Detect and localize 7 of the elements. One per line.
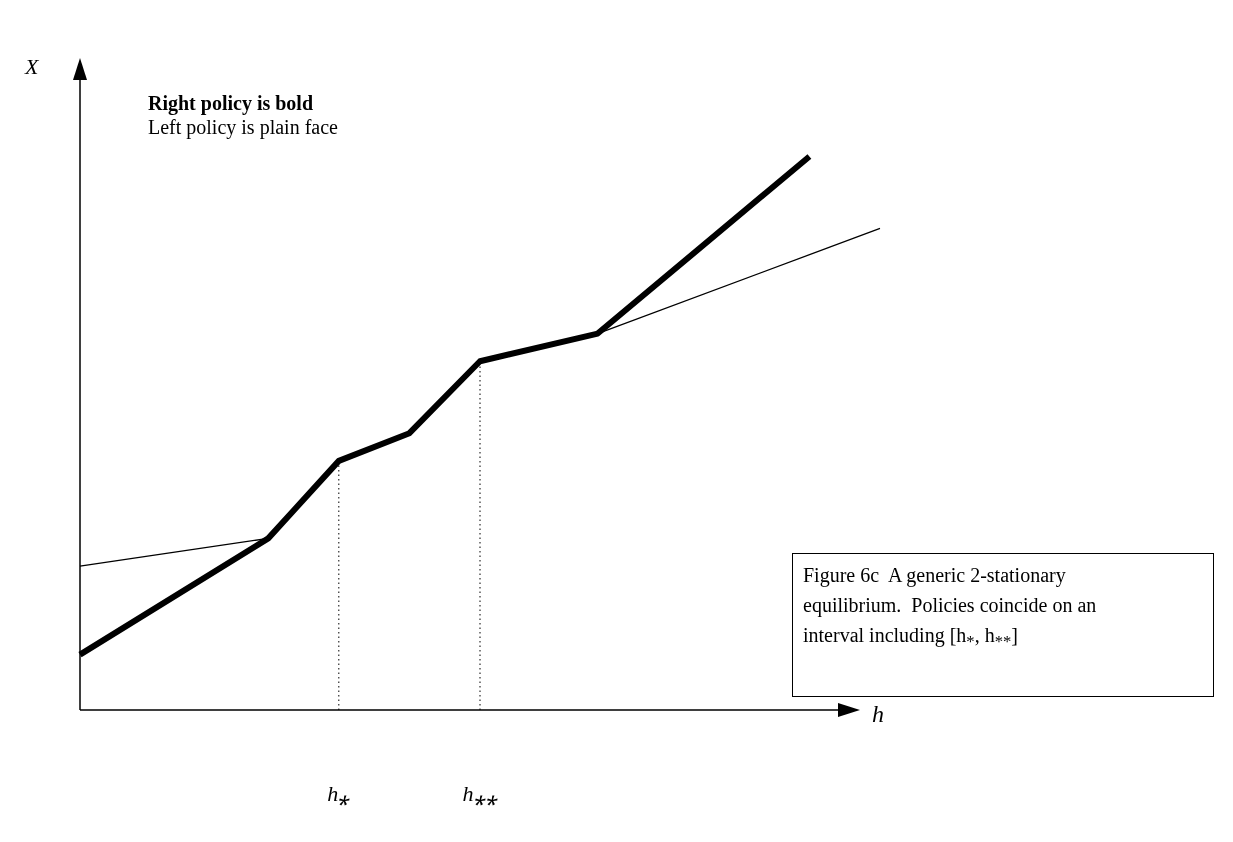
y-axis-title: X [24,53,40,79]
x-axis-title: h [872,701,884,728]
x-tick-label: h⁎⁎ [462,780,498,806]
annotation: Figure 6c A generic 2-stationary equilibrium. Policies coincide on an interval including [h$_{*}$, h$_{**}$] [803,563,1098,653]
x-tick-label: h⁎ [327,780,351,806]
text: Right policy is bold [148,92,314,114]
text: Left policy is plain face [148,116,338,138]
